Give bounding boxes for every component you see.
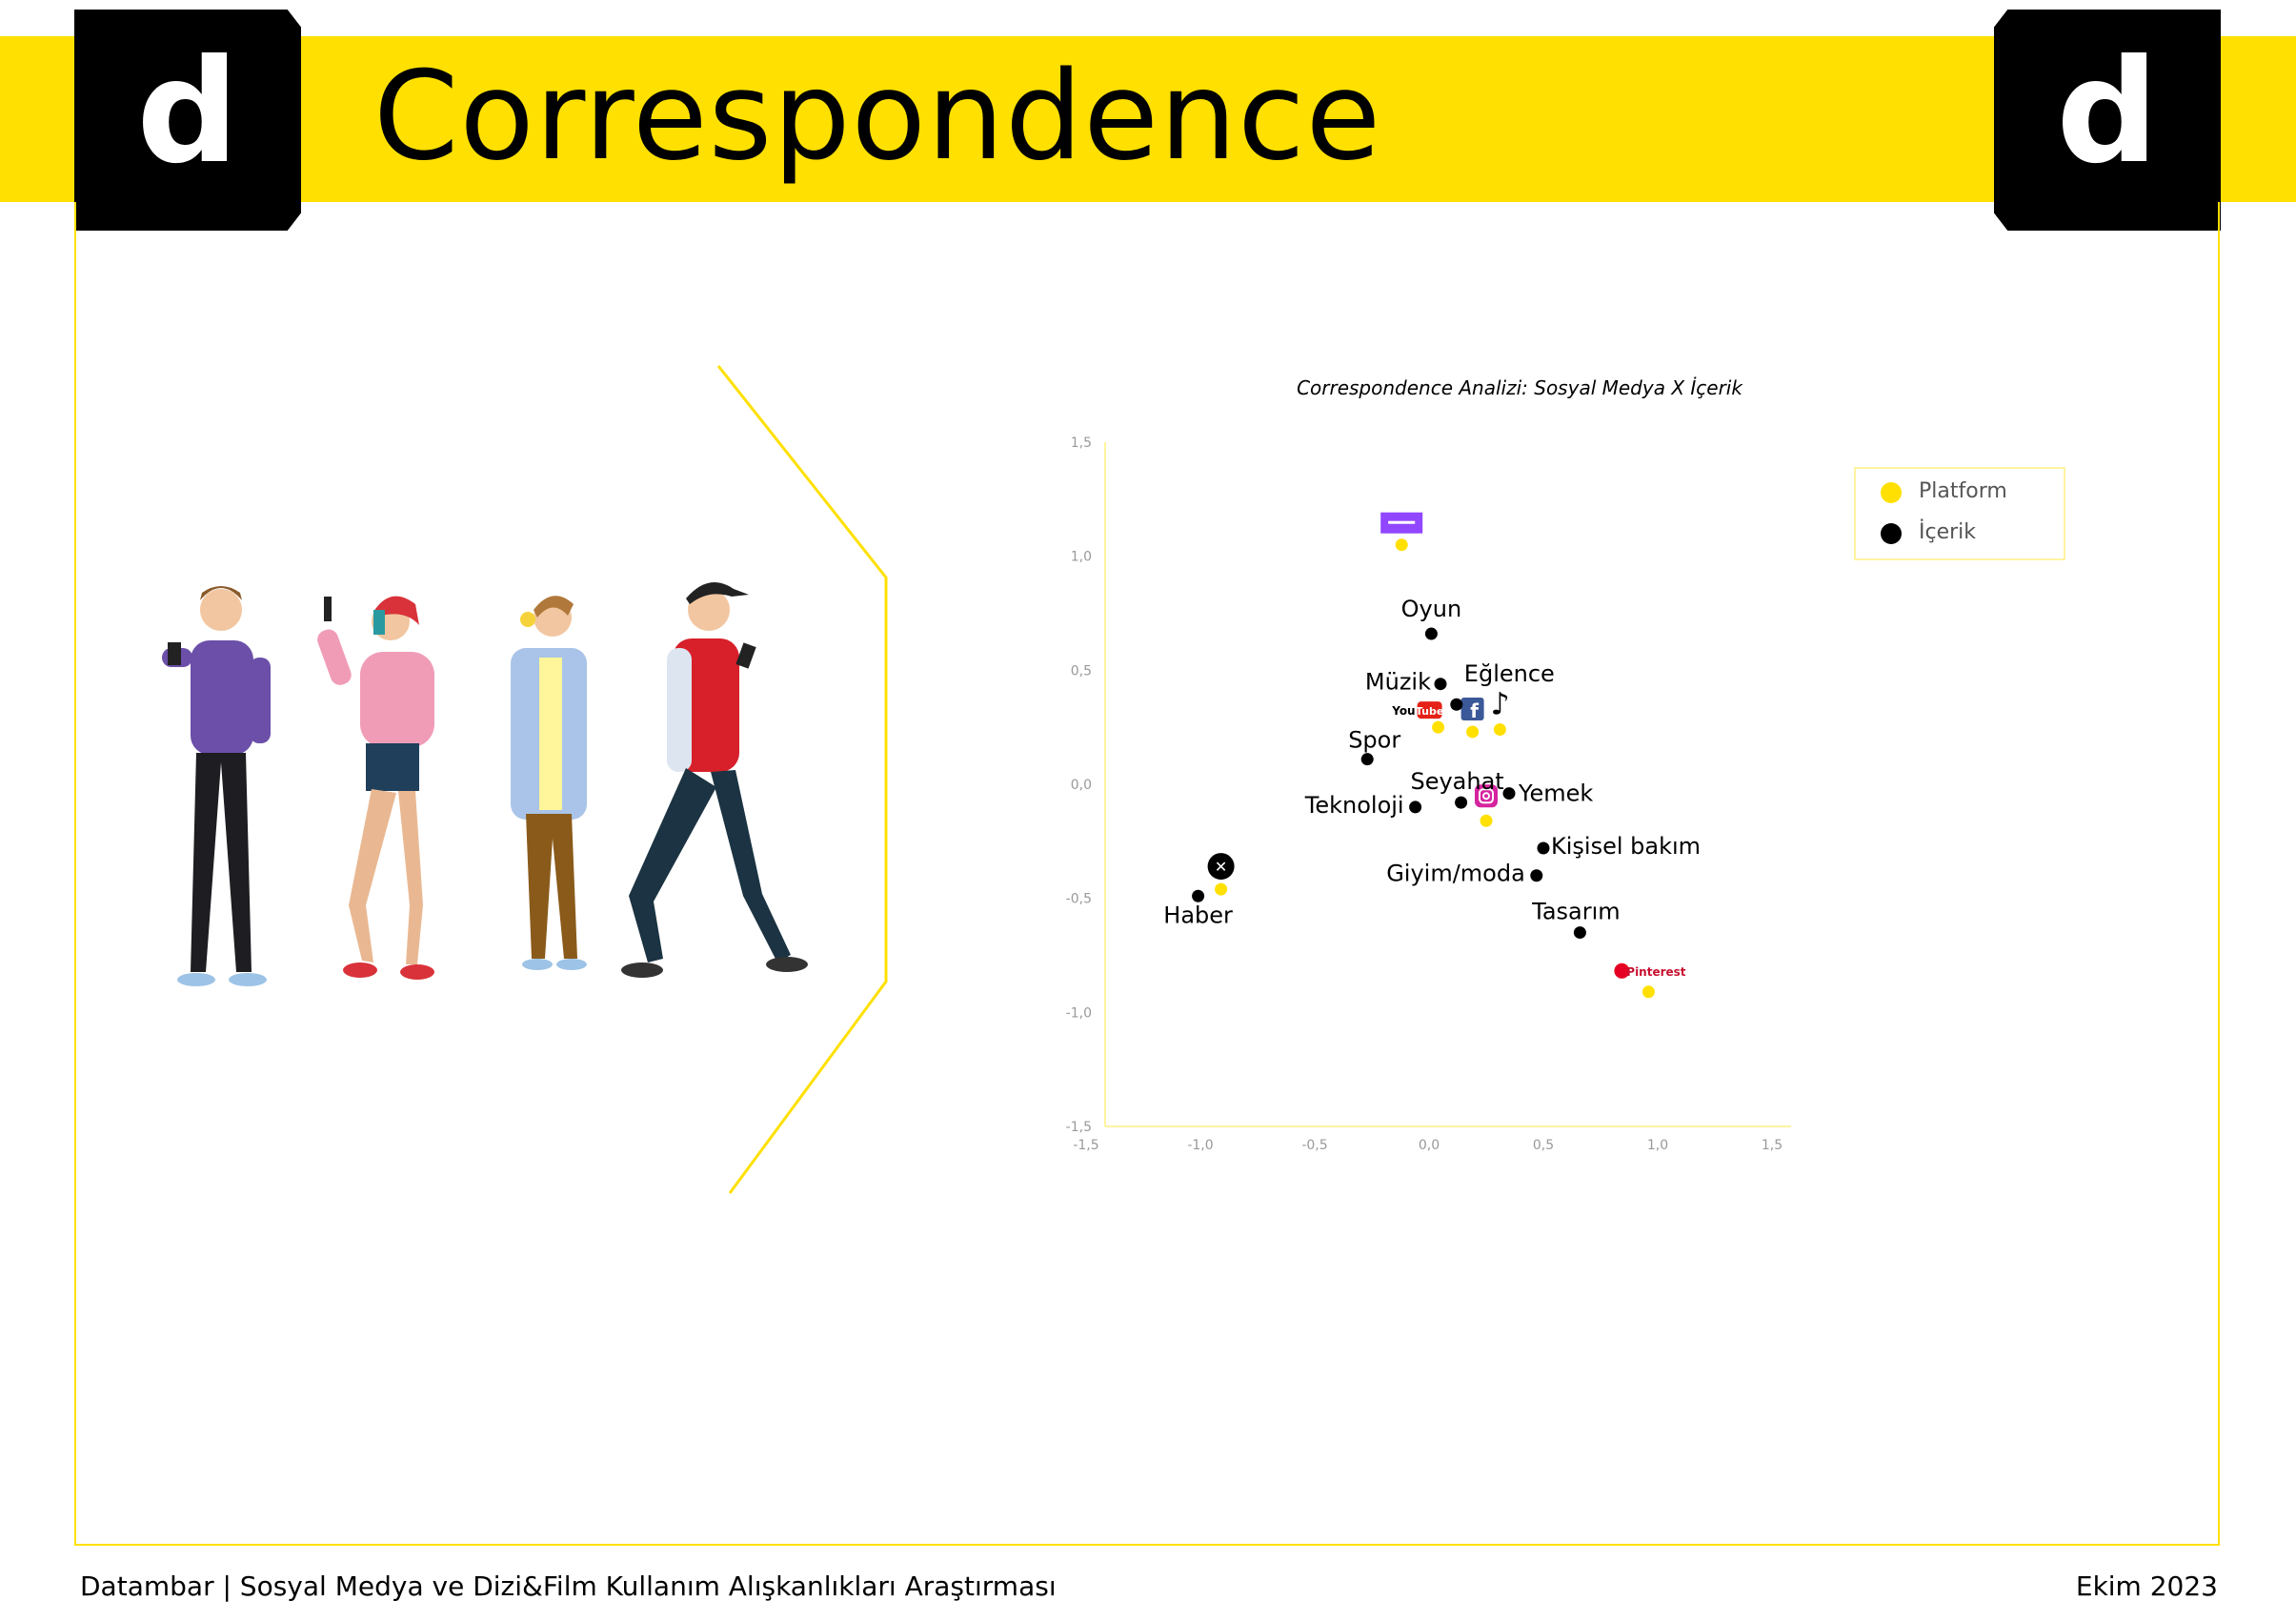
person-blue-coat [511, 596, 587, 970]
platform-point [1395, 538, 1408, 552]
chart-title: Correspondence Analizi: Sosyal Medya X İ… [1297, 376, 1743, 399]
x-icon-bg [1207, 853, 1235, 881]
tiktok-icon: ♪ [1490, 686, 1509, 722]
content-point [1192, 889, 1205, 902]
youtube-icon-bg [1417, 701, 1442, 719]
instagram-icon-frame [1479, 788, 1494, 804]
platform-point [1466, 725, 1480, 739]
people-illustration [162, 581, 808, 986]
logo-right: d [1994, 10, 2221, 231]
page-title: Correspondence [373, 46, 1382, 188]
legend-dot-content [1881, 523, 1902, 544]
content-label: Tasarım [1531, 899, 1621, 925]
platform-point [1480, 814, 1493, 827]
chevron-divider [716, 365, 888, 1194]
y-tick-label: -1,0 [1066, 1005, 1092, 1021]
content-label: Eğlence [1464, 660, 1555, 687]
logo-left: d [74, 10, 301, 231]
content-label: Spor [1348, 727, 1400, 754]
pinterest-icon-badge [1614, 962, 1630, 979]
content-point [1409, 800, 1422, 814]
instagram-icon [1475, 784, 1498, 808]
y-tick-label: -1,5 [1066, 1120, 1092, 1135]
person-pink-hoodie [317, 596, 434, 980]
content-point [1455, 796, 1468, 809]
youtube-icon-text2: Tube [1416, 705, 1443, 718]
footer-date: Ekim 2023 [2075, 1570, 2218, 1602]
twitch-icon [1380, 512, 1423, 534]
x-icon: ✕ [1207, 853, 1235, 881]
content-label: Müzik [1365, 669, 1431, 696]
legend-label-content: İçerik [1919, 520, 1977, 544]
legend-dot-platform [1881, 482, 1902, 503]
content-point [1450, 698, 1463, 711]
platform-point [1493, 723, 1506, 737]
content-label: Seyahat [1410, 768, 1503, 795]
content-point [1424, 627, 1438, 640]
facebook-icon-f: f [1470, 699, 1479, 722]
youtube-icon-text: You [1391, 704, 1415, 718]
chart-marks: You Tube f ♪ ✕ Pinterest Oyun Müzik Eğlence Spor S… [1163, 512, 1701, 999]
scatter-chart: Correspondence Analizi: Sosyal Medya X İ… [1066, 376, 1791, 1153]
content-point [1537, 841, 1550, 855]
facebook-icon: f [1460, 697, 1484, 722]
logo-letter: d [136, 30, 239, 195]
y-tick-label: 1,5 [1071, 436, 1092, 451]
content-label: Haber [1163, 902, 1233, 928]
header-band [0, 36, 2296, 202]
content-label: Giyim/moda [1386, 861, 1525, 887]
x-tick-label: -1,5 [1073, 1138, 1098, 1153]
platform-point [1215, 882, 1228, 896]
pinterest-icon: Pinterest [1614, 962, 1686, 979]
x-tick-label: -0,5 [1301, 1138, 1327, 1153]
content-label: Oyun [1401, 596, 1462, 622]
x-tick-label: 0,0 [1419, 1138, 1440, 1153]
content-label: Yemek [1518, 780, 1593, 807]
content-point [1530, 869, 1543, 882]
person-purple-hoodie [162, 586, 271, 986]
content-frame [74, 202, 2220, 1546]
youtube-icon: You Tube [1391, 701, 1443, 719]
instagram-icon-lens [1482, 792, 1490, 800]
chart-legend: Platform İçerik [1854, 467, 2065, 560]
platform-point [1432, 720, 1445, 734]
y-tick-label: 1,0 [1071, 550, 1092, 565]
content-point [1360, 753, 1374, 766]
content-point [1573, 926, 1586, 940]
content-point [1502, 787, 1516, 800]
content-point [1434, 678, 1447, 691]
platform-point [1641, 985, 1655, 999]
chart-axes: -1,5 -1,0 -0,5 0,0 0,5 1,0 1,5 1,5 1,0 0,5 0,0 -0,5… [1066, 436, 1791, 1153]
x-tick-label: 1,5 [1762, 1138, 1782, 1153]
x-tick-label: 0,5 [1533, 1138, 1554, 1153]
tiktok-icon-note: ♪ [1490, 686, 1509, 722]
content-label: Kişisel bakım [1551, 833, 1701, 860]
y-tick-label: 0,5 [1071, 663, 1092, 679]
y-tick-label: 0,0 [1071, 778, 1092, 793]
twitch-icon-mark [1388, 520, 1416, 524]
x-icon-glyph: ✕ [1215, 858, 1227, 876]
footer-source: Datambar | Sosyal Medya ve Dizi&Film Kul… [80, 1570, 1057, 1602]
logo-letter: d [2056, 30, 2159, 195]
y-tick-label: -0,5 [1066, 892, 1092, 907]
content-label: Teknoloji [1304, 792, 1404, 819]
facebook-icon-bg [1460, 697, 1484, 720]
x-tick-label: 1,0 [1647, 1138, 1668, 1153]
x-tick-label: -1,0 [1187, 1138, 1213, 1153]
person-red-vest [621, 581, 808, 978]
pinterest-icon-text: Pinterest [1626, 965, 1686, 979]
legend-label-platform: Platform [1919, 479, 2007, 503]
